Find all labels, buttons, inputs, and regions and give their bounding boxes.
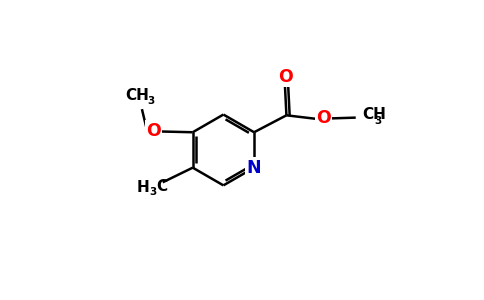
Text: CH: CH [362, 107, 386, 122]
Text: H: H [137, 180, 150, 195]
Text: CH: CH [125, 88, 149, 103]
Text: 3: 3 [149, 187, 156, 196]
Text: 3: 3 [374, 116, 381, 126]
Text: O: O [316, 110, 331, 128]
Text: O: O [278, 68, 293, 86]
Text: C: C [156, 179, 167, 194]
Text: N: N [247, 159, 261, 177]
Text: O: O [146, 122, 161, 140]
Text: 3: 3 [148, 97, 155, 106]
